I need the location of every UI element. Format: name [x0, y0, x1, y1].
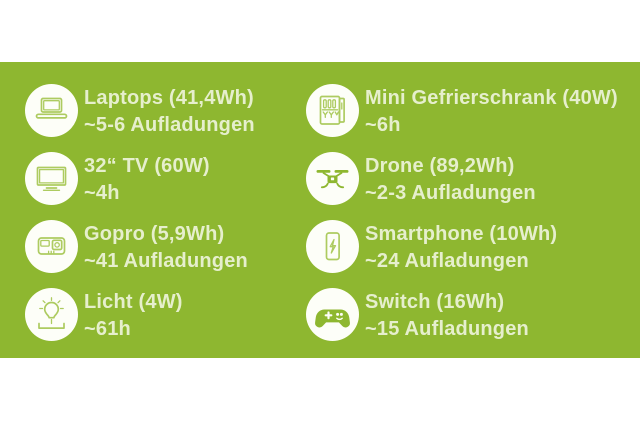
list-item-drone: Drone (89,2Wh) ~2-3 Aufladungen: [306, 152, 640, 220]
drone-icon: [306, 152, 359, 205]
list-item-mini-gefrierschrank: Mini Gefrierschrank (40W) ~6h: [306, 84, 640, 152]
list-item-gopro: Gopro (5,9Wh) ~41 Aufladungen: [25, 220, 306, 288]
list-item-tv: 32“ TV (60W) ~4h: [25, 152, 306, 220]
list-item-laptops: Laptops (41,4Wh) ~5-6 Aufladungen: [25, 84, 306, 152]
item-text: Licht (4W) ~61h: [84, 288, 183, 343]
item-text: 32“ TV (60W) ~4h: [84, 152, 210, 207]
item-text: Mini Gefrierschrank (40W) ~6h: [365, 84, 618, 139]
item-subtitle: ~15 Aufladungen: [365, 318, 529, 340]
item-subtitle: ~4h: [84, 182, 120, 204]
game-controller-icon: [306, 288, 359, 341]
mini-freezer-icon: [306, 84, 359, 137]
item-text: Drone (89,2Wh) ~2-3 Aufladungen: [365, 152, 536, 207]
list-item-switch: Switch (16Wh) ~15 Aufladungen: [306, 288, 640, 356]
item-title: Mini Gefrierschrank (40W): [365, 87, 618, 109]
item-subtitle: ~6h: [365, 114, 401, 136]
work-light-icon: [25, 288, 78, 341]
item-title: Smartphone (10Wh): [365, 223, 558, 245]
item-text: Gopro (5,9Wh) ~41 Aufladungen: [84, 220, 248, 275]
item-title: Licht (4W): [84, 291, 183, 313]
action-camera-icon: [25, 220, 78, 273]
item-title: Gopro (5,9Wh): [84, 223, 225, 245]
tv-icon: [25, 152, 78, 205]
item-title: Drone (89,2Wh): [365, 155, 515, 177]
list-item-licht: Licht (4W) ~61h: [25, 288, 306, 356]
item-text: Switch (16Wh) ~15 Aufladungen: [365, 288, 529, 343]
item-text: Laptops (41,4Wh) ~5-6 Aufladungen: [84, 84, 255, 139]
smartphone-icon: [306, 220, 359, 273]
item-subtitle: ~2-3 Aufladungen: [365, 182, 536, 204]
device-grid: Laptops (41,4Wh) ~5-6 Aufladungen 32“ TV…: [0, 62, 640, 358]
item-subtitle: ~41 Aufladungen: [84, 250, 248, 272]
item-title: Switch (16Wh): [365, 291, 505, 313]
item-subtitle: ~5-6 Aufladungen: [84, 114, 255, 136]
item-subtitle: ~61h: [84, 318, 131, 340]
item-text: Smartphone (10Wh) ~24 Aufladungen: [365, 220, 557, 275]
laptop-icon: [25, 84, 78, 137]
item-title: Laptops (41,4Wh): [84, 87, 254, 109]
list-item-smartphone: Smartphone (10Wh) ~24 Aufladungen: [306, 220, 640, 288]
item-title: 32“ TV (60W): [84, 155, 210, 177]
capacity-banner: Laptops (41,4Wh) ~5-6 Aufladungen 32“ TV…: [0, 62, 640, 358]
item-subtitle: ~24 Aufladungen: [365, 250, 529, 272]
